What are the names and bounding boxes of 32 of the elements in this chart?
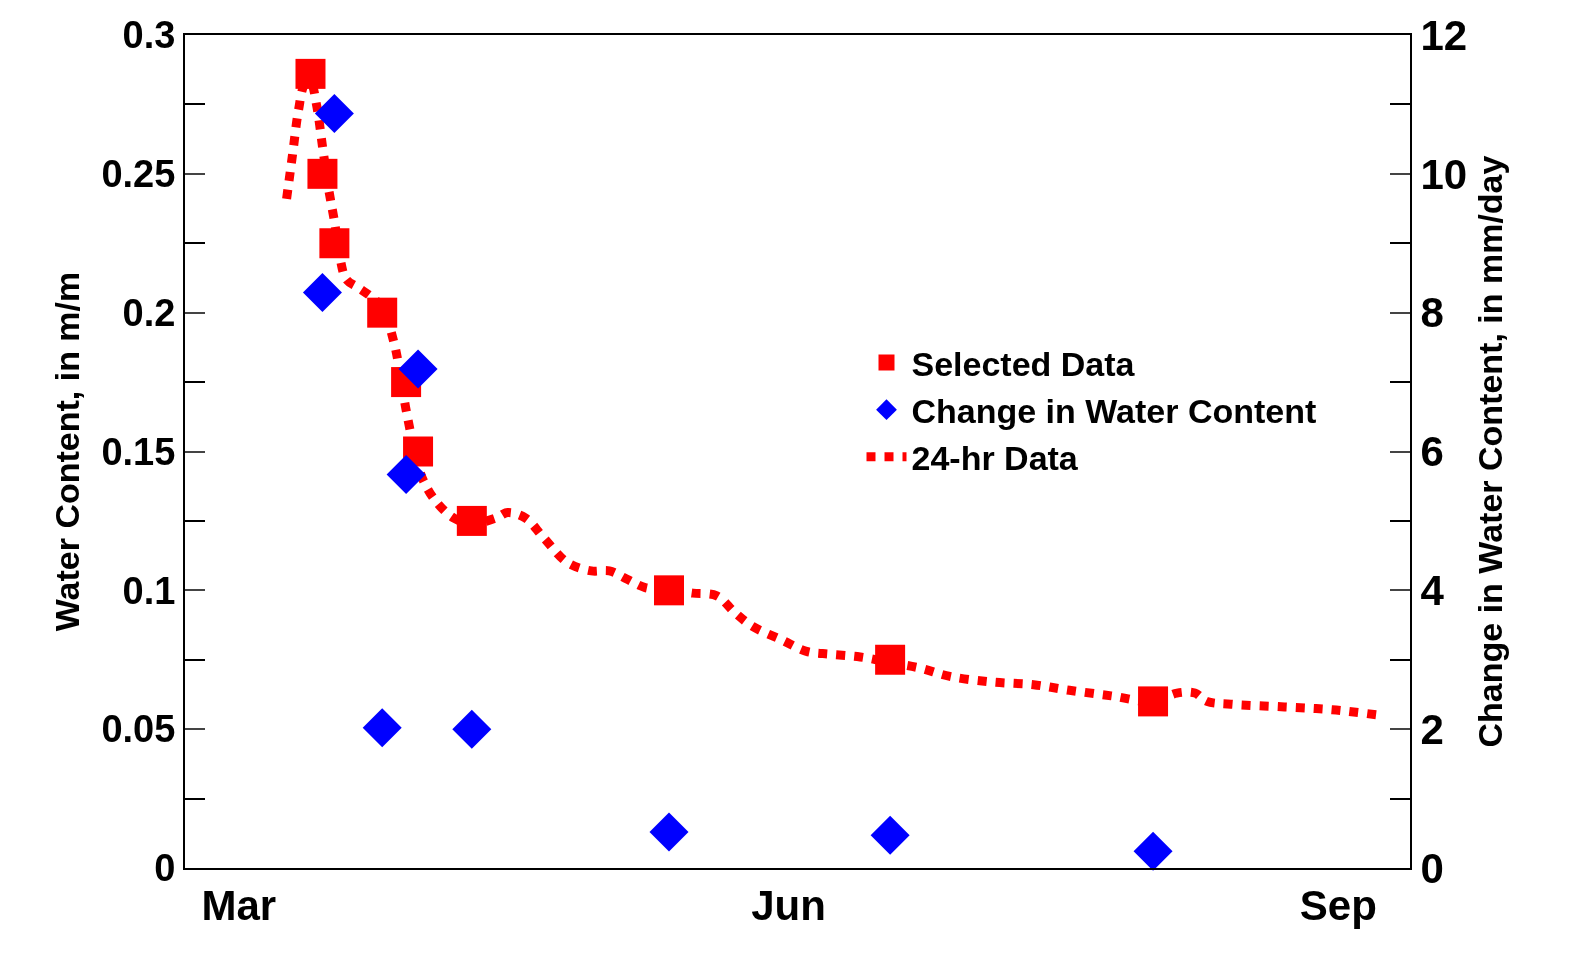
y2-tick-label: 4: [1420, 567, 1445, 615]
legend-label: Selected Data: [911, 344, 1136, 383]
y-tick-label: 0.15: [101, 430, 176, 473]
x-tick-label: Jun: [751, 882, 826, 930]
point: [386, 454, 426, 494]
point: [295, 58, 326, 89]
point: [302, 273, 342, 313]
y2-tick-label: 8: [1420, 289, 1444, 337]
y2-tick-label: 0: [1420, 844, 1444, 892]
legend-label: 24-hr Data: [911, 439, 1079, 478]
y2-tick-label: 6: [1420, 428, 1444, 476]
y2-tick-label: 12: [1420, 11, 1468, 59]
y-tick-label: 0.2: [122, 291, 176, 334]
point: [870, 815, 910, 855]
point: [314, 93, 354, 133]
legend-label: Change in Water Content: [911, 391, 1317, 430]
y-tick-label: 0.05: [101, 708, 176, 751]
point: [452, 709, 492, 749]
y-tick-label: 0.3: [122, 14, 176, 57]
y-axis-title: Water Content, in m/m: [47, 271, 86, 632]
y-tick-label: 0.25: [101, 153, 176, 196]
point: [1133, 831, 1173, 871]
y-tick-label: 0.1: [122, 569, 176, 612]
y-tick-label: 0: [154, 847, 176, 890]
x-tick-label: Mar: [201, 882, 277, 930]
y2-tick-label: 10: [1420, 150, 1468, 198]
y2-tick-label: 2: [1420, 705, 1444, 753]
x-tick-label: Sep: [1299, 882, 1377, 930]
point: [398, 349, 438, 389]
y2-axis-title: Change in Water Content, in mm/day: [1470, 155, 1509, 748]
point: [362, 708, 402, 748]
point: [649, 812, 689, 852]
